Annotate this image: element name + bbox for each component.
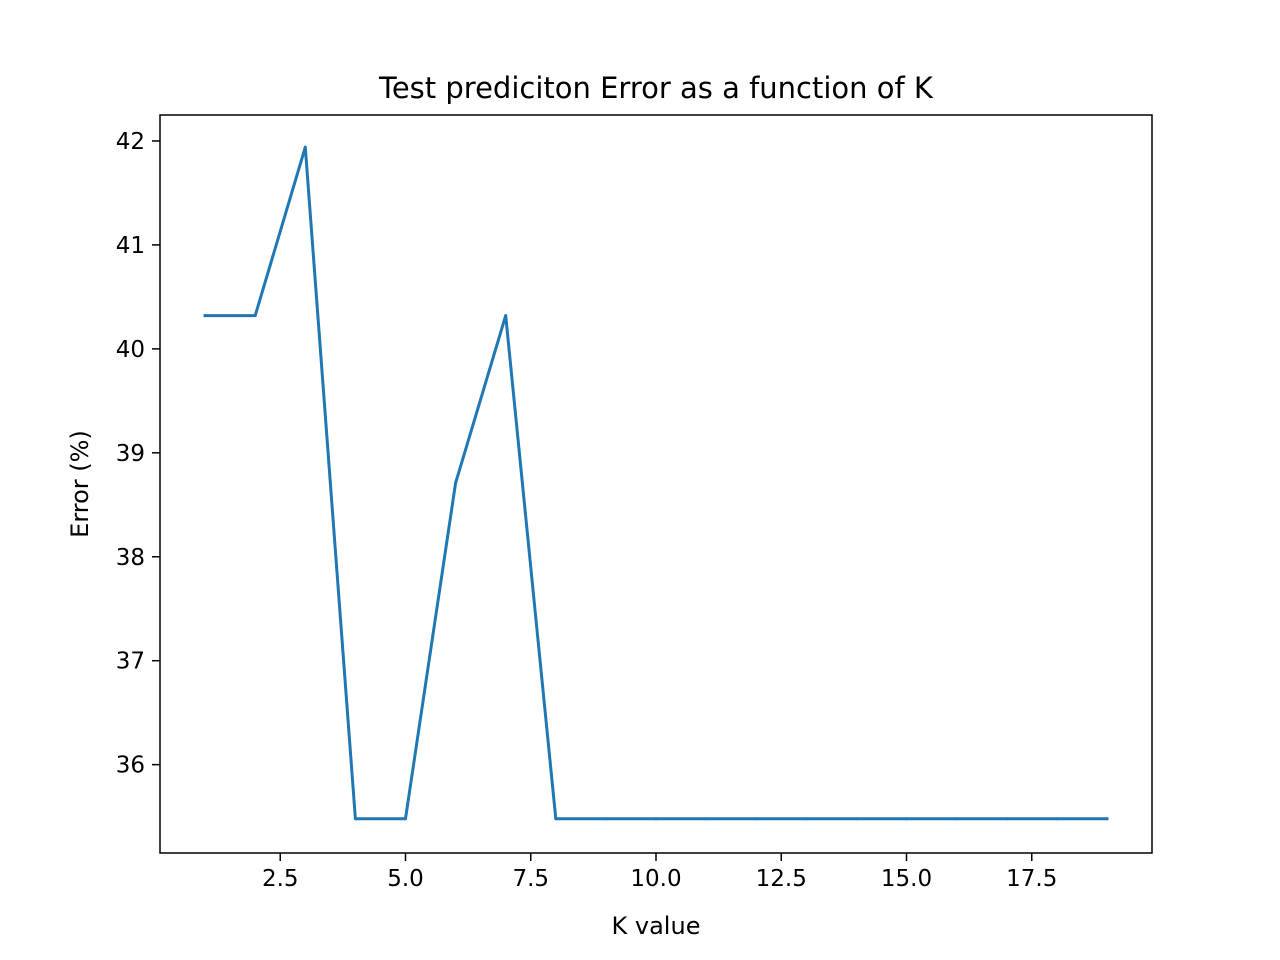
y-tick-label: 39 [116, 441, 145, 467]
data-point [203, 314, 207, 318]
y-tick-label: 40 [116, 337, 145, 363]
chart-title: Test prediciton Error as a function of K [378, 71, 934, 105]
data-point [1105, 817, 1109, 821]
data-point [353, 817, 357, 821]
data-point [1055, 817, 1059, 821]
data-point [554, 817, 558, 821]
data-point [303, 145, 307, 149]
y-tick-label: 37 [116, 649, 145, 675]
data-point [804, 817, 808, 821]
y-tick-label: 36 [116, 753, 145, 779]
x-tick-label: 7.5 [512, 866, 549, 892]
data-point [654, 817, 658, 821]
x-tick-label: 17.5 [1006, 866, 1057, 892]
x-axis-label: K value [612, 912, 701, 940]
x-tick-label: 5.0 [387, 866, 424, 892]
data-point [955, 817, 959, 821]
data-point [604, 817, 608, 821]
data-point [403, 817, 407, 821]
data-point [1005, 817, 1009, 821]
data-point [504, 314, 508, 318]
x-tick-label: 10.0 [630, 866, 681, 892]
data-point [454, 481, 458, 485]
data-point [253, 314, 257, 318]
data-point [854, 817, 858, 821]
data-point [754, 817, 758, 821]
y-tick-label: 42 [116, 129, 145, 155]
y-axis-label: Error (%) [66, 430, 94, 538]
x-tick-label: 12.5 [756, 866, 807, 892]
x-tick-label: 2.5 [262, 866, 299, 892]
y-tick-label: 41 [116, 233, 145, 259]
data-point [704, 817, 708, 821]
data-point [905, 817, 909, 821]
x-tick-label: 15.0 [881, 866, 932, 892]
y-tick-label: 38 [116, 545, 145, 571]
